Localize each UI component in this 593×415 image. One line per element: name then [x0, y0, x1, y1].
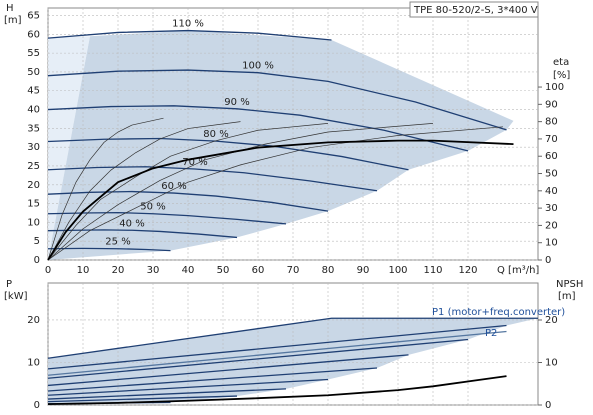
- y2-tick-label: 80: [545, 117, 558, 128]
- y2-tick-label: 90: [545, 99, 558, 110]
- y2-label: eta: [553, 57, 569, 68]
- x-tick-label: 50: [217, 265, 230, 276]
- y2-tick-label: 40: [545, 186, 558, 197]
- y-label: P: [6, 279, 12, 290]
- y-tick-label: 10: [27, 357, 40, 368]
- x-tick-label: 80: [322, 265, 335, 276]
- curve: [47, 317, 538, 359]
- y2-tick-label: 70: [545, 134, 558, 145]
- y-tick-label: 0: [34, 400, 40, 411]
- curve: [47, 117, 164, 261]
- x-tick-label: 70: [287, 265, 300, 276]
- annotation: P2: [485, 328, 497, 339]
- curve: [47, 338, 469, 379]
- curve: [47, 69, 507, 131]
- y2-tick-label: 50: [545, 169, 558, 180]
- x-tick-label: 40: [182, 265, 195, 276]
- y2-tick-label: 60: [545, 151, 558, 162]
- curve: [47, 324, 507, 370]
- curve-label: 90 %: [224, 97, 249, 108]
- curve: [47, 190, 329, 212]
- y-label: H: [6, 3, 14, 14]
- x-tick-label: 120: [458, 265, 477, 276]
- x-tick-label: 30: [147, 265, 160, 276]
- curve: [47, 378, 329, 396]
- title-box: [409, 1, 539, 18]
- curve-label: 25 %: [105, 237, 130, 248]
- curve: [47, 137, 409, 171]
- curve: [47, 367, 378, 392]
- curve: [47, 105, 469, 152]
- curve-label: 40 %: [119, 218, 144, 229]
- y-tick-label: 5: [34, 236, 40, 247]
- y-tick-label: 30: [27, 142, 40, 153]
- y-tick-label: 35: [27, 123, 40, 134]
- x-tick-label: 60: [252, 265, 265, 276]
- curve: [47, 166, 378, 192]
- y2-tick-label: 100: [545, 82, 564, 93]
- curve: [47, 121, 241, 261]
- curve: [47, 229, 238, 239]
- x-tick-label: 10: [77, 265, 90, 276]
- annotation: P1 (motor+freq.converter): [432, 307, 565, 318]
- curve: [47, 211, 287, 225]
- y-tick-label: 45: [27, 86, 40, 97]
- y2-tick-label: 20: [545, 220, 558, 231]
- y-tick-label: 0: [34, 255, 40, 266]
- curve: [47, 139, 514, 261]
- curve-label: 110 %: [172, 19, 204, 30]
- curve: [47, 388, 287, 400]
- curve-label: 80 %: [203, 129, 228, 140]
- y2-tick-label: 20: [545, 315, 558, 326]
- y-tick-label: 20: [27, 180, 40, 191]
- y-tick-label: 40: [27, 105, 40, 116]
- y-tick-label: 25: [27, 161, 40, 172]
- y2-tick-label: 0: [545, 400, 551, 411]
- x-label: Q [m³/h]: [497, 265, 539, 276]
- x-tick-label: 100: [388, 265, 407, 276]
- x-tick-label: 110: [423, 265, 442, 276]
- curve-label: 60 %: [161, 181, 186, 192]
- curve: [47, 123, 434, 261]
- curve: [47, 330, 507, 376]
- curve: [47, 126, 504, 261]
- x-tick-label: 0: [45, 265, 51, 276]
- y2-tick-label: 30: [545, 203, 558, 214]
- y-tick-label: 60: [27, 29, 40, 40]
- y2-tick-label: 10: [545, 238, 558, 249]
- x-tick-label: 90: [357, 265, 370, 276]
- y2-unit: [%]: [553, 70, 570, 81]
- curve-label: 100 %: [242, 61, 274, 72]
- y-tick-label: 15: [27, 199, 40, 210]
- chart-title: TPE 80-520/2-S, 3*400 V: [413, 5, 538, 16]
- y-tick-label: 55: [27, 48, 40, 59]
- curve: [47, 123, 329, 261]
- y-tick-label: 10: [27, 217, 40, 228]
- x-tick-label: 20: [112, 265, 125, 276]
- curve-label: 50 %: [140, 202, 165, 213]
- y-tick-label: 65: [27, 11, 40, 22]
- curve: [47, 395, 238, 403]
- y2-unit: [m]: [558, 291, 576, 302]
- y2-label: NPSH: [556, 279, 583, 290]
- curve: [47, 247, 171, 252]
- curve-label: 70 %: [182, 157, 207, 168]
- y-unit: [kW]: [4, 291, 28, 302]
- y2-tick-label: 0: [545, 255, 551, 266]
- y-tick-label: 50: [27, 67, 40, 78]
- y-tick-label: 20: [27, 315, 40, 326]
- curve: [47, 375, 507, 406]
- y2-tick-label: 10: [545, 357, 558, 368]
- curve: [47, 354, 409, 387]
- curve: [47, 29, 332, 41]
- y-unit: [m]: [4, 15, 22, 26]
